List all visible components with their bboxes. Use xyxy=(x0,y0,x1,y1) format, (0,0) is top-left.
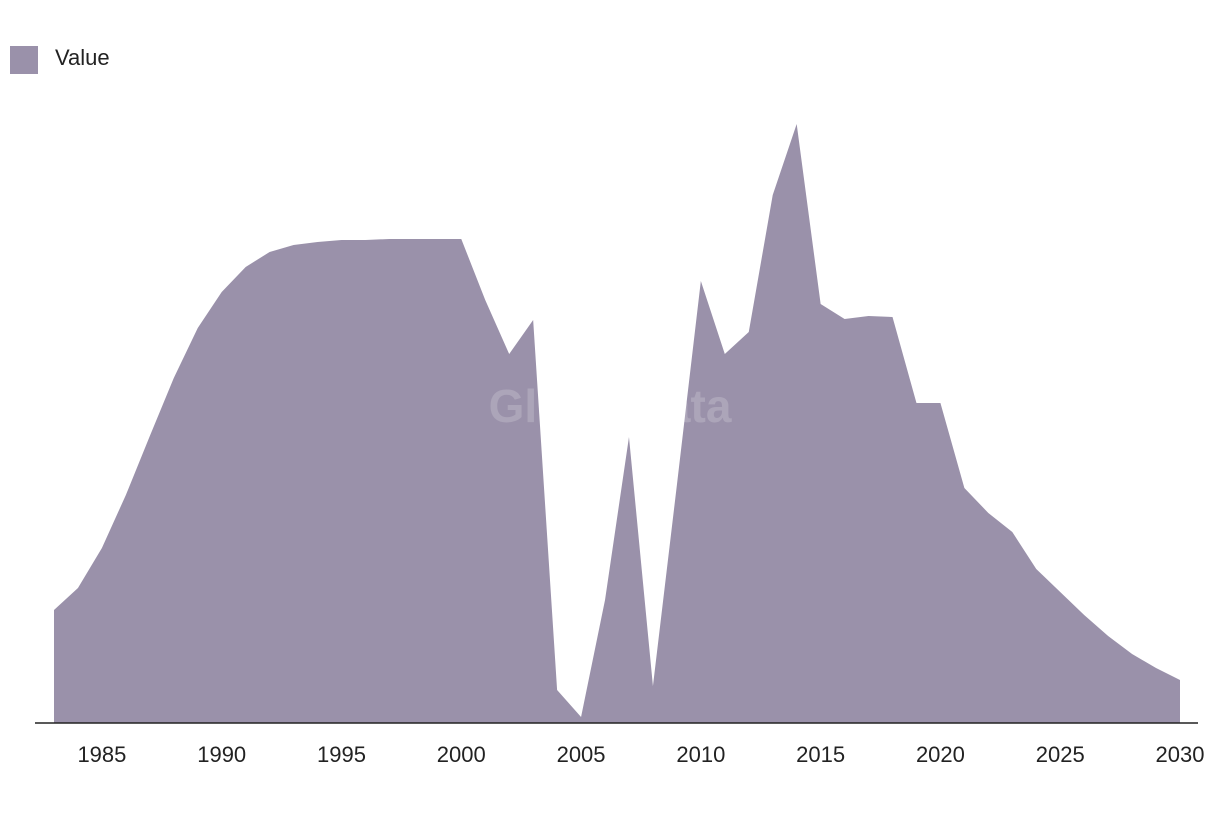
x-tick-label: 2005 xyxy=(557,742,606,767)
area xyxy=(54,124,1180,723)
x-tick-label: 1985 xyxy=(77,742,126,767)
legend-label: Value xyxy=(55,45,110,70)
x-tick-label: 2000 xyxy=(437,742,486,767)
x-tick-label: 2030 xyxy=(1156,742,1205,767)
legend-swatch xyxy=(10,46,38,74)
x-tick-label: 2015 xyxy=(796,742,845,767)
x-tick-label: 2010 xyxy=(676,742,725,767)
x-tick-label: 1990 xyxy=(197,742,246,767)
watermark: GlobalData xyxy=(489,380,732,432)
x-tick-label: 1995 xyxy=(317,742,366,767)
x-tick-label: 2025 xyxy=(1036,742,1085,767)
x-tick-label: 2020 xyxy=(916,742,965,767)
